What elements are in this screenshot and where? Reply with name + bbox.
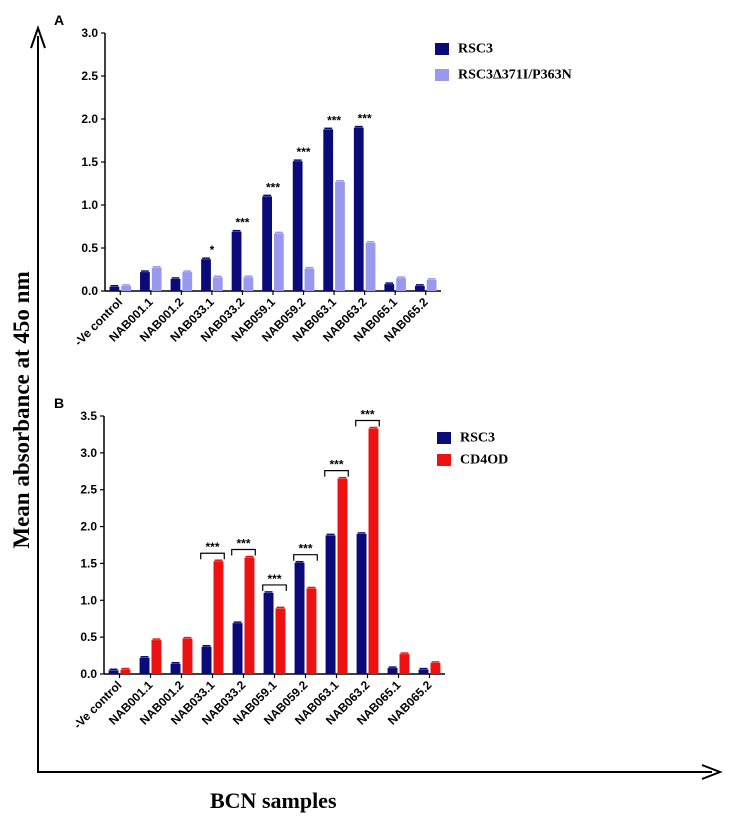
panel-b-bar-series2 [399, 654, 410, 674]
panel-b-legend-swatch-1 [437, 432, 451, 444]
panel-b-y-tick-label: 2.0 [80, 520, 97, 534]
panel-b-bar-series2 [275, 608, 286, 674]
panel-a-legend-swatch-2 [435, 69, 449, 81]
panel-a-significance-label: *** [358, 112, 372, 126]
panel-a-significance-label: * [210, 243, 215, 257]
panel-b-bar-series2 [368, 428, 379, 674]
panel-a-bar-series1 [384, 284, 395, 291]
panel-b-significance-bracket [293, 554, 318, 561]
panel-b-y-tick-label: 3.0 [80, 446, 97, 460]
panel-b-significance-bracket [231, 548, 256, 556]
panel-a-legend-label-2: RSC3Δ371I/P363N [458, 68, 572, 83]
panel-a-bar-series2 [243, 277, 254, 291]
panel-b-bar-series2 [213, 561, 224, 674]
panel-a-bar-series2 [365, 242, 376, 291]
panel-b-y-tick-label: 1.5 [80, 556, 97, 570]
panel-a-bar-series2 [182, 272, 193, 291]
panel-a-y-tick-label: 2.0 [81, 112, 98, 126]
panel-b-bar-series1 [139, 657, 150, 674]
panel-a-bar-series2 [335, 181, 345, 291]
panel-b-significance-label: *** [267, 572, 281, 586]
panel-b-bar-series2 [182, 638, 193, 674]
panel-a-bar-series1 [353, 127, 364, 291]
panel-b-y-tick-label: 3.5 [80, 409, 97, 423]
panel-b-y-tick-label: 0.5 [80, 630, 97, 644]
panel-a-bar-series2 [151, 267, 162, 291]
panel-b-bar-series2 [120, 669, 131, 674]
panel-b-legend-label-1: RSC3 [460, 431, 495, 446]
panel-a-y-tick-label: 1.5 [81, 155, 98, 169]
panel-b-bar-series1 [325, 535, 336, 674]
panel-a-bar-series2 [396, 278, 406, 291]
panel-b-bar-series1 [263, 592, 274, 674]
panel-a-y-tick-label: 0.5 [81, 241, 98, 255]
panel-a-legend-label-1: RSC3 [458, 42, 493, 57]
frame-vertical-arrow [30, 24, 46, 49]
panel-a-bar-series1 [292, 161, 303, 291]
panel-a-y-tick-label: 0.0 [81, 284, 98, 298]
panel-b-bar-series1 [294, 562, 305, 674]
panel-a-bar-series2 [274, 233, 284, 291]
frame-horizontal-arrow [701, 764, 723, 780]
panel-b-significance-label: *** [205, 540, 219, 554]
panel-b-bar-series2 [337, 478, 348, 674]
panel-b-bar-series2 [306, 588, 317, 674]
panel-b-significance-label: *** [236, 537, 250, 551]
panel-a-bar-series1 [323, 129, 334, 291]
shared-y-axis-label: Mean absorbance at 45o nm [9, 271, 34, 549]
panel-b-bar-series1 [418, 669, 429, 674]
panel-b-bar-series1 [170, 663, 181, 674]
panel-b-bar-series2 [151, 640, 162, 674]
panel-a-bar-series1 [231, 231, 242, 291]
panel-a-bar-series1 [201, 259, 211, 291]
panel-a-y-tick-label: 3.0 [81, 26, 98, 40]
panel-b-legend-swatch-2 [437, 454, 451, 466]
shared-x-axis-label: BCN samples [210, 788, 337, 813]
panel-a-y-tick-label: 2.5 [81, 69, 98, 83]
panel-a-bar-series2 [426, 279, 437, 291]
panel-a-y-tick-label: 1.0 [81, 198, 98, 212]
panel-b-significance-bracket [324, 470, 349, 477]
panel-b-bar-series1 [356, 533, 367, 674]
panel-b-y-tick-label: 1.0 [80, 593, 97, 607]
panel-b-y-tick-label: 2.5 [80, 483, 97, 497]
panel-a-legend-swatch-1 [435, 43, 449, 55]
panel-a-bar-series1 [262, 196, 272, 291]
panel-a-significance-label: *** [235, 216, 249, 230]
panel-b-y-tick-label: 0.0 [80, 667, 97, 681]
panel-a-significance-label: *** [327, 113, 341, 127]
panel-a-bar-series2 [121, 285, 132, 291]
panel-b-significance-bracket [355, 419, 380, 427]
panel-a-bar-series1 [109, 286, 120, 291]
panel-b-bar-series1 [387, 668, 398, 674]
panel-b-bar-series1 [108, 670, 119, 674]
panel-a-bar-series1 [414, 285, 425, 291]
panel-b-legend-label-2: CD4OD [460, 453, 508, 468]
panel-b-significance-label: *** [298, 542, 312, 556]
panel-b-significance-label: *** [360, 408, 374, 422]
panel-b-letter: B [54, 395, 64, 411]
panel-b-bar-series2 [430, 662, 441, 674]
panel-a-letter: A [54, 12, 64, 28]
panel-a-bar-series2 [212, 277, 223, 291]
panel-b-significance-label: *** [329, 458, 343, 472]
panel-a-bar-series1 [170, 278, 181, 291]
panel-b-bar-series1 [201, 646, 212, 674]
panel-b-bar-series1 [232, 623, 243, 674]
panel-a-bar-series2 [304, 268, 315, 291]
panel-a-significance-label: *** [297, 145, 311, 159]
panel-b-bar-series2 [244, 557, 255, 674]
panel-b-significance-bracket [262, 584, 287, 591]
panel-a-significance-label: *** [266, 180, 280, 194]
panel-b-significance-bracket [200, 552, 225, 560]
panel-a-bar-series1 [140, 272, 150, 291]
